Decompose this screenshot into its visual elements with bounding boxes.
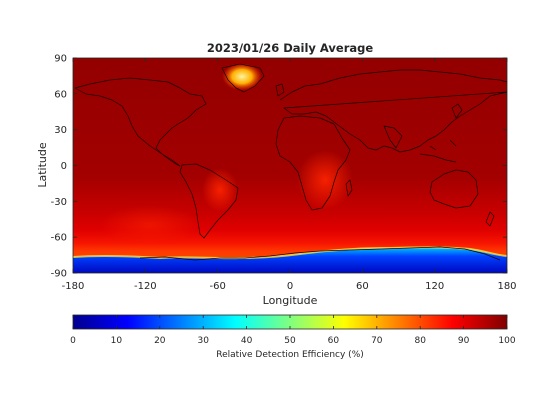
x-tick-label: 60 [356,281,369,292]
colorbar-ticks: 0 10 20 30 40 50 60 70 80 90 100 [70,315,516,346]
x-tick-label: 180 [497,281,516,292]
colorbar-tick-label: 60 [328,336,340,346]
colorbar-tick-label: 80 [414,336,426,346]
warm-region-pacific [100,205,200,245]
antarctica-coastline [139,246,501,261]
y-tick-label: -60 [51,233,67,244]
australia-coastline [429,169,479,209]
y-tick-label: 30 [54,125,67,136]
madagascar-coastline [345,179,353,197]
x-tick-label: -60 [209,281,225,292]
x-axis-label: Longitude [263,294,318,307]
x-axis-ticks: -180 -120 -60 0 60 120 180 [62,58,517,292]
colorbar-tick-label: 20 [154,336,166,346]
y-tick-label: -90 [51,269,67,280]
colorbar-tick-label: 0 [70,336,76,346]
greenland-coastline [221,63,265,93]
colorbar-tick-label: 40 [241,336,253,346]
antarctic-low-efficiency [73,247,507,273]
x-tick-label: -120 [134,281,157,292]
colorbar-tick-label: 100 [498,336,515,346]
y-axis-label: Latitude [36,142,49,188]
south-america-coastline [179,163,239,239]
coastlines [74,63,507,261]
colorbar-tick-label: 50 [284,336,296,346]
colorbar-label: Relative Detection Efficiency (%) [216,350,364,360]
colorbar-tick-label: 90 [458,336,470,346]
antarctic-ice-edge [73,246,507,260]
x-tick-label: 120 [425,281,444,292]
y-tick-label: 0 [61,161,67,172]
greenland-low-efficiency [222,64,262,92]
y-tick-label: 60 [54,89,67,100]
uk-coastline [275,83,285,97]
y-axis-ticks: -90 -60 -30 0 30 60 90 [51,54,507,280]
europe-asia-coastline [279,69,507,153]
warm-region-africa [297,150,353,210]
africa-coastline [275,115,351,211]
southeast-asia-islands [419,139,457,163]
colorbar-tick-label: 10 [111,336,123,346]
india-coastline [383,125,403,149]
colorbar-tick-label: 30 [197,336,209,346]
x-tick-label: -180 [62,281,85,292]
warm-region-south-america [202,168,238,212]
y-tick-label: -30 [51,197,67,208]
new-zealand-coastline [485,211,495,227]
japan-coastline [451,103,463,119]
north-america-coastline [74,77,207,167]
map-plot-area [73,58,507,273]
chart-title: 2023/01/26 Daily Average [207,41,374,55]
x-tick-label: 0 [287,281,293,292]
colorbar-tick-label: 70 [371,336,383,346]
y-tick-label: 90 [54,54,67,65]
